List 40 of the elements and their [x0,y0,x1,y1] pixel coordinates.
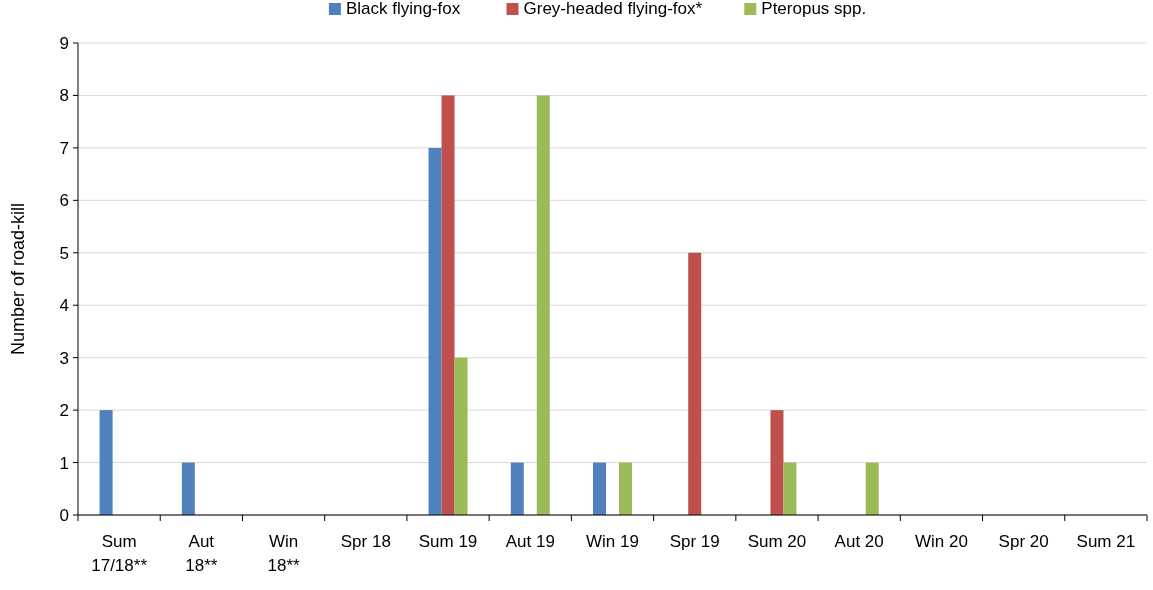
x-tick-label: Sum 19 [418,532,478,551]
legend-label: Black flying-fox [345,0,461,18]
bar [770,410,784,515]
x-tick-label: Aut 20 [834,532,884,551]
y-tick-label: 0 [59,505,69,525]
y-tick-label: 5 [59,243,69,263]
bar [428,147,442,515]
bar [99,410,113,515]
x-tick-label: Win 18** [267,532,301,575]
bar [593,462,606,515]
x-tick-label: Win 19 [586,532,639,551]
y-tick-label: 8 [59,86,69,106]
x-tick-label: Sum 17/18** [91,532,148,575]
y-tick-label: 9 [59,33,69,53]
legend-label: Grey-headed flying-fox* [523,0,703,18]
bar [783,462,797,515]
x-tick-label: Spr 19 [669,532,720,551]
y-tick-label: 6 [59,191,69,211]
x-tick-label: Sum 21 [1076,532,1136,551]
x-tick-label: Spr 18 [340,532,391,551]
x-tick-label: Sum 20 [747,532,807,551]
bar [536,95,550,515]
bar [454,357,468,515]
bar [619,462,632,515]
y-tick-label: 2 [59,401,69,421]
bar [510,462,524,515]
bar [181,462,195,515]
bar [441,95,455,515]
bar [865,462,879,515]
x-tick-label: Win 20 [914,532,968,551]
x-tick-label: Aut 19 [505,532,555,551]
y-tick-label: 4 [59,296,69,316]
y-tick-label: 7 [59,138,69,158]
y-tick-label: 1 [59,453,69,473]
x-tick-label: Aut 18** [185,532,218,575]
y-axis-title: Number of road-kill [8,202,28,356]
y-tick-label: 3 [59,348,69,368]
legend-label: Pteropus spp. [761,0,867,18]
bar [688,252,702,515]
x-tick-label: Spr 20 [998,532,1049,551]
